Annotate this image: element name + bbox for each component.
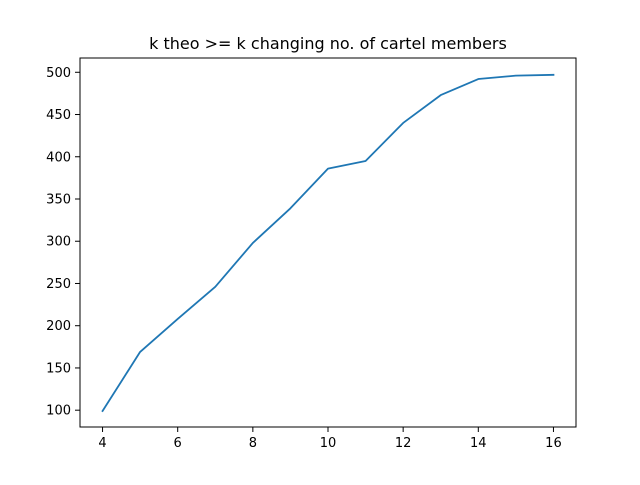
y-tick-label: 300 xyxy=(46,235,71,250)
y-tick-label: 250 xyxy=(46,277,71,292)
x-tick-label: 12 xyxy=(395,436,412,451)
y-tick-label: 400 xyxy=(46,150,71,165)
x-tick-label: 14 xyxy=(470,436,487,451)
series-line-0 xyxy=(101,73,555,413)
y-tick-label: 500 xyxy=(46,66,71,81)
y-tick-label: 350 xyxy=(46,192,71,207)
y-tick-label: 100 xyxy=(46,404,71,419)
y-tick-label: 200 xyxy=(46,319,71,334)
y-tick-label: 150 xyxy=(46,361,71,376)
plot-area: 4 6 8 10 12 14 16 100 150 200 250 300 350 400 450 500 xyxy=(46,57,577,451)
x-tick-label: 8 xyxy=(249,436,257,451)
x-tick-label: 10 xyxy=(320,436,337,451)
x-tick-label: 4 xyxy=(98,436,106,451)
x-tick-label: 6 xyxy=(174,436,182,451)
chart-title: k theo >= k changing no. of cartel membe… xyxy=(149,34,507,53)
y-tick-label: 450 xyxy=(46,108,71,123)
x-tick-label: 16 xyxy=(545,436,562,451)
